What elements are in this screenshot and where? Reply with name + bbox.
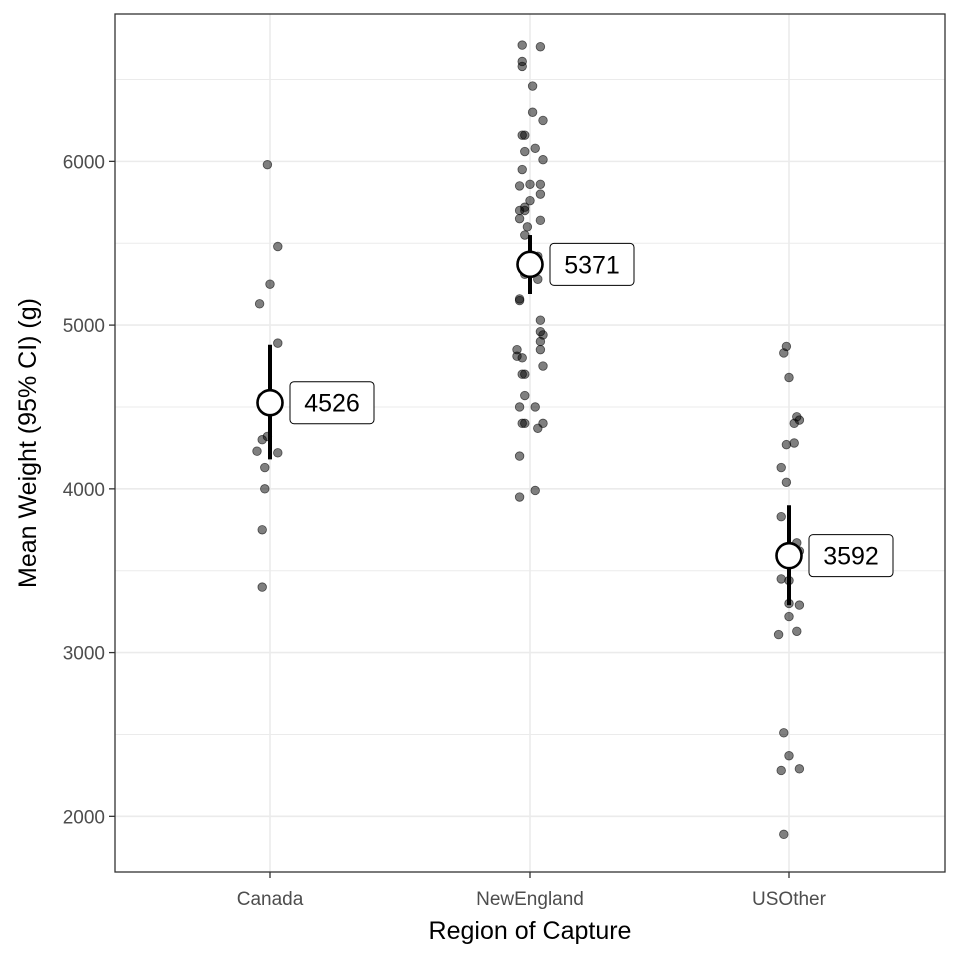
data-point xyxy=(520,146,530,157)
data-point xyxy=(257,525,267,535)
data-point xyxy=(535,215,546,226)
data-point xyxy=(535,315,546,325)
mean-marker xyxy=(775,541,803,570)
x-axis: Canada NewEngland USOther xyxy=(237,872,827,910)
mean-marker xyxy=(256,388,284,417)
data-point xyxy=(535,179,546,189)
data-point xyxy=(525,179,535,189)
data-point xyxy=(794,764,805,774)
data-point xyxy=(520,130,530,140)
data-point xyxy=(535,336,546,347)
data-point xyxy=(530,143,540,153)
mean-label-box xyxy=(808,534,894,578)
data-point xyxy=(514,492,525,502)
data-point xyxy=(779,829,789,840)
data-point xyxy=(784,372,794,383)
mean-labels: 4526 5371 3592 xyxy=(289,242,894,578)
data-point xyxy=(514,402,525,412)
x-tick-label: NewEngland xyxy=(476,889,584,910)
mean-label-box xyxy=(289,381,375,425)
data-point xyxy=(517,353,527,363)
data-point xyxy=(789,418,799,429)
data-point xyxy=(794,600,805,610)
mean-label: 5371 xyxy=(564,251,620,279)
data-point xyxy=(260,484,270,494)
data-point xyxy=(254,299,265,309)
data-point xyxy=(520,390,530,401)
data-point xyxy=(520,230,530,240)
data-point xyxy=(779,348,789,358)
data-point xyxy=(776,462,786,473)
data-point xyxy=(525,195,535,206)
data-point xyxy=(538,361,548,371)
data-point xyxy=(260,462,270,473)
data-point xyxy=(535,42,546,52)
data-point xyxy=(517,40,527,50)
mean-marker xyxy=(516,250,544,279)
data-point xyxy=(776,765,786,776)
data-point xyxy=(527,81,538,91)
data-point xyxy=(514,451,525,461)
data-point xyxy=(538,155,548,165)
data-point xyxy=(781,477,792,487)
data-point xyxy=(535,344,546,355)
y-tick-label: 2000 xyxy=(63,807,105,828)
data-point xyxy=(533,423,543,433)
data-point xyxy=(517,164,527,175)
data-point xyxy=(538,115,548,126)
data-point xyxy=(522,222,533,232)
y-axis-title: Mean Weight (95% CI) (g) xyxy=(14,298,42,588)
y-tick-label: 5000 xyxy=(63,316,105,337)
data-point xyxy=(781,439,792,450)
data-point xyxy=(517,369,527,379)
data-point xyxy=(773,629,784,640)
x-axis-title: Region of Capture xyxy=(429,917,632,945)
data-point xyxy=(530,402,540,412)
data-point xyxy=(252,446,262,456)
data-point xyxy=(535,189,546,199)
data-point xyxy=(789,438,799,448)
data-point xyxy=(792,626,802,637)
data-point xyxy=(520,202,530,212)
mean-label: 4526 xyxy=(304,390,360,418)
data-point xyxy=(262,159,273,170)
data-point xyxy=(517,61,527,72)
data-point xyxy=(776,511,786,522)
data-point xyxy=(514,295,525,306)
data-point xyxy=(776,574,786,584)
data-point xyxy=(273,241,283,252)
mean-label: 3592 xyxy=(823,543,879,571)
x-tick-label: Canada xyxy=(237,889,304,910)
data-point xyxy=(784,611,794,622)
data-point xyxy=(273,338,283,348)
y-tick-label: 3000 xyxy=(63,644,105,665)
data-point xyxy=(265,279,275,289)
confidence-intervals xyxy=(256,235,803,606)
data-point xyxy=(520,418,530,429)
y-tick-label: 6000 xyxy=(63,152,105,173)
y-axis: 2000 3000 4000 5000 6000 xyxy=(63,152,115,828)
data-point xyxy=(527,107,538,117)
y-tick-label: 4000 xyxy=(63,480,105,501)
data-point xyxy=(514,181,525,191)
data-point xyxy=(273,448,283,458)
data-point xyxy=(784,751,794,761)
data-point xyxy=(257,582,267,592)
data-point xyxy=(514,213,525,224)
data-point xyxy=(530,485,540,496)
data-point xyxy=(779,728,789,738)
x-tick-label: USOther xyxy=(752,889,827,910)
mean-label-box xyxy=(549,242,635,286)
